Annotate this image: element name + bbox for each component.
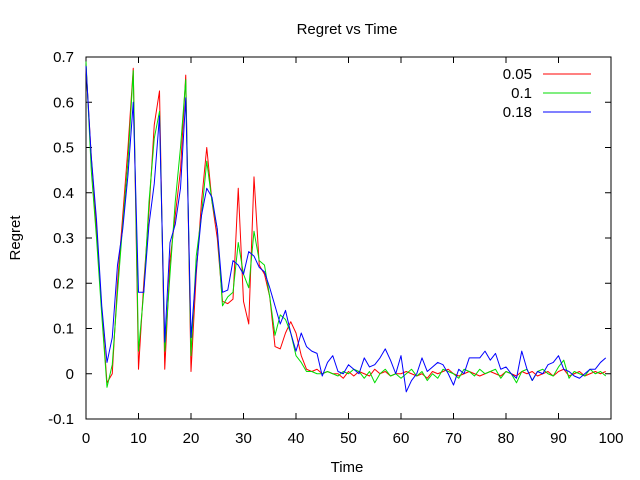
series-lines	[85, 61, 607, 393]
x-tick-label: 70	[445, 430, 462, 447]
y-tick-label: 0.1	[53, 321, 74, 338]
x-tick-label: 0	[82, 430, 90, 447]
y-tick-label: 0.5	[53, 140, 74, 157]
legend: 0.05 0.1 0.18	[503, 66, 591, 121]
y-axis-label: Regret	[7, 215, 24, 261]
y-tick-label: -0.1	[48, 411, 74, 428]
x-tick-label: 50	[340, 430, 357, 447]
x-axis-label: Time	[331, 459, 364, 476]
series-line-0.18	[85, 66, 607, 393]
axis-ticks: 0 10 20 30 40 50 60 70 80 90 100 -0.1 0 0.1 0.2 0.3 0.4 0…	[48, 49, 623, 447]
y-tick-label: 0.6	[53, 94, 74, 111]
x-tick-label: 40	[288, 430, 305, 447]
x-tick-label: 30	[235, 430, 252, 447]
chart-title: Regret vs Time	[297, 21, 398, 38]
x-tick-label: 20	[183, 430, 200, 447]
legend-label: 0.1	[511, 85, 532, 102]
x-tick-label: 100	[598, 430, 623, 447]
y-tick-label: 0.2	[53, 275, 74, 292]
x-tick-label: 80	[498, 430, 515, 447]
x-tick-label: 10	[130, 430, 147, 447]
x-tick-label: 60	[393, 430, 410, 447]
legend-label: 0.05	[503, 66, 532, 83]
y-tick-label: 0.4	[53, 185, 74, 202]
legend-label: 0.18	[503, 104, 532, 121]
y-tick-label: 0	[66, 366, 74, 383]
x-tick-label: 90	[550, 430, 567, 447]
series-line-0.1	[85, 61, 607, 388]
y-tick-label: 0.7	[53, 49, 74, 66]
y-tick-label: 0.3	[53, 230, 74, 247]
